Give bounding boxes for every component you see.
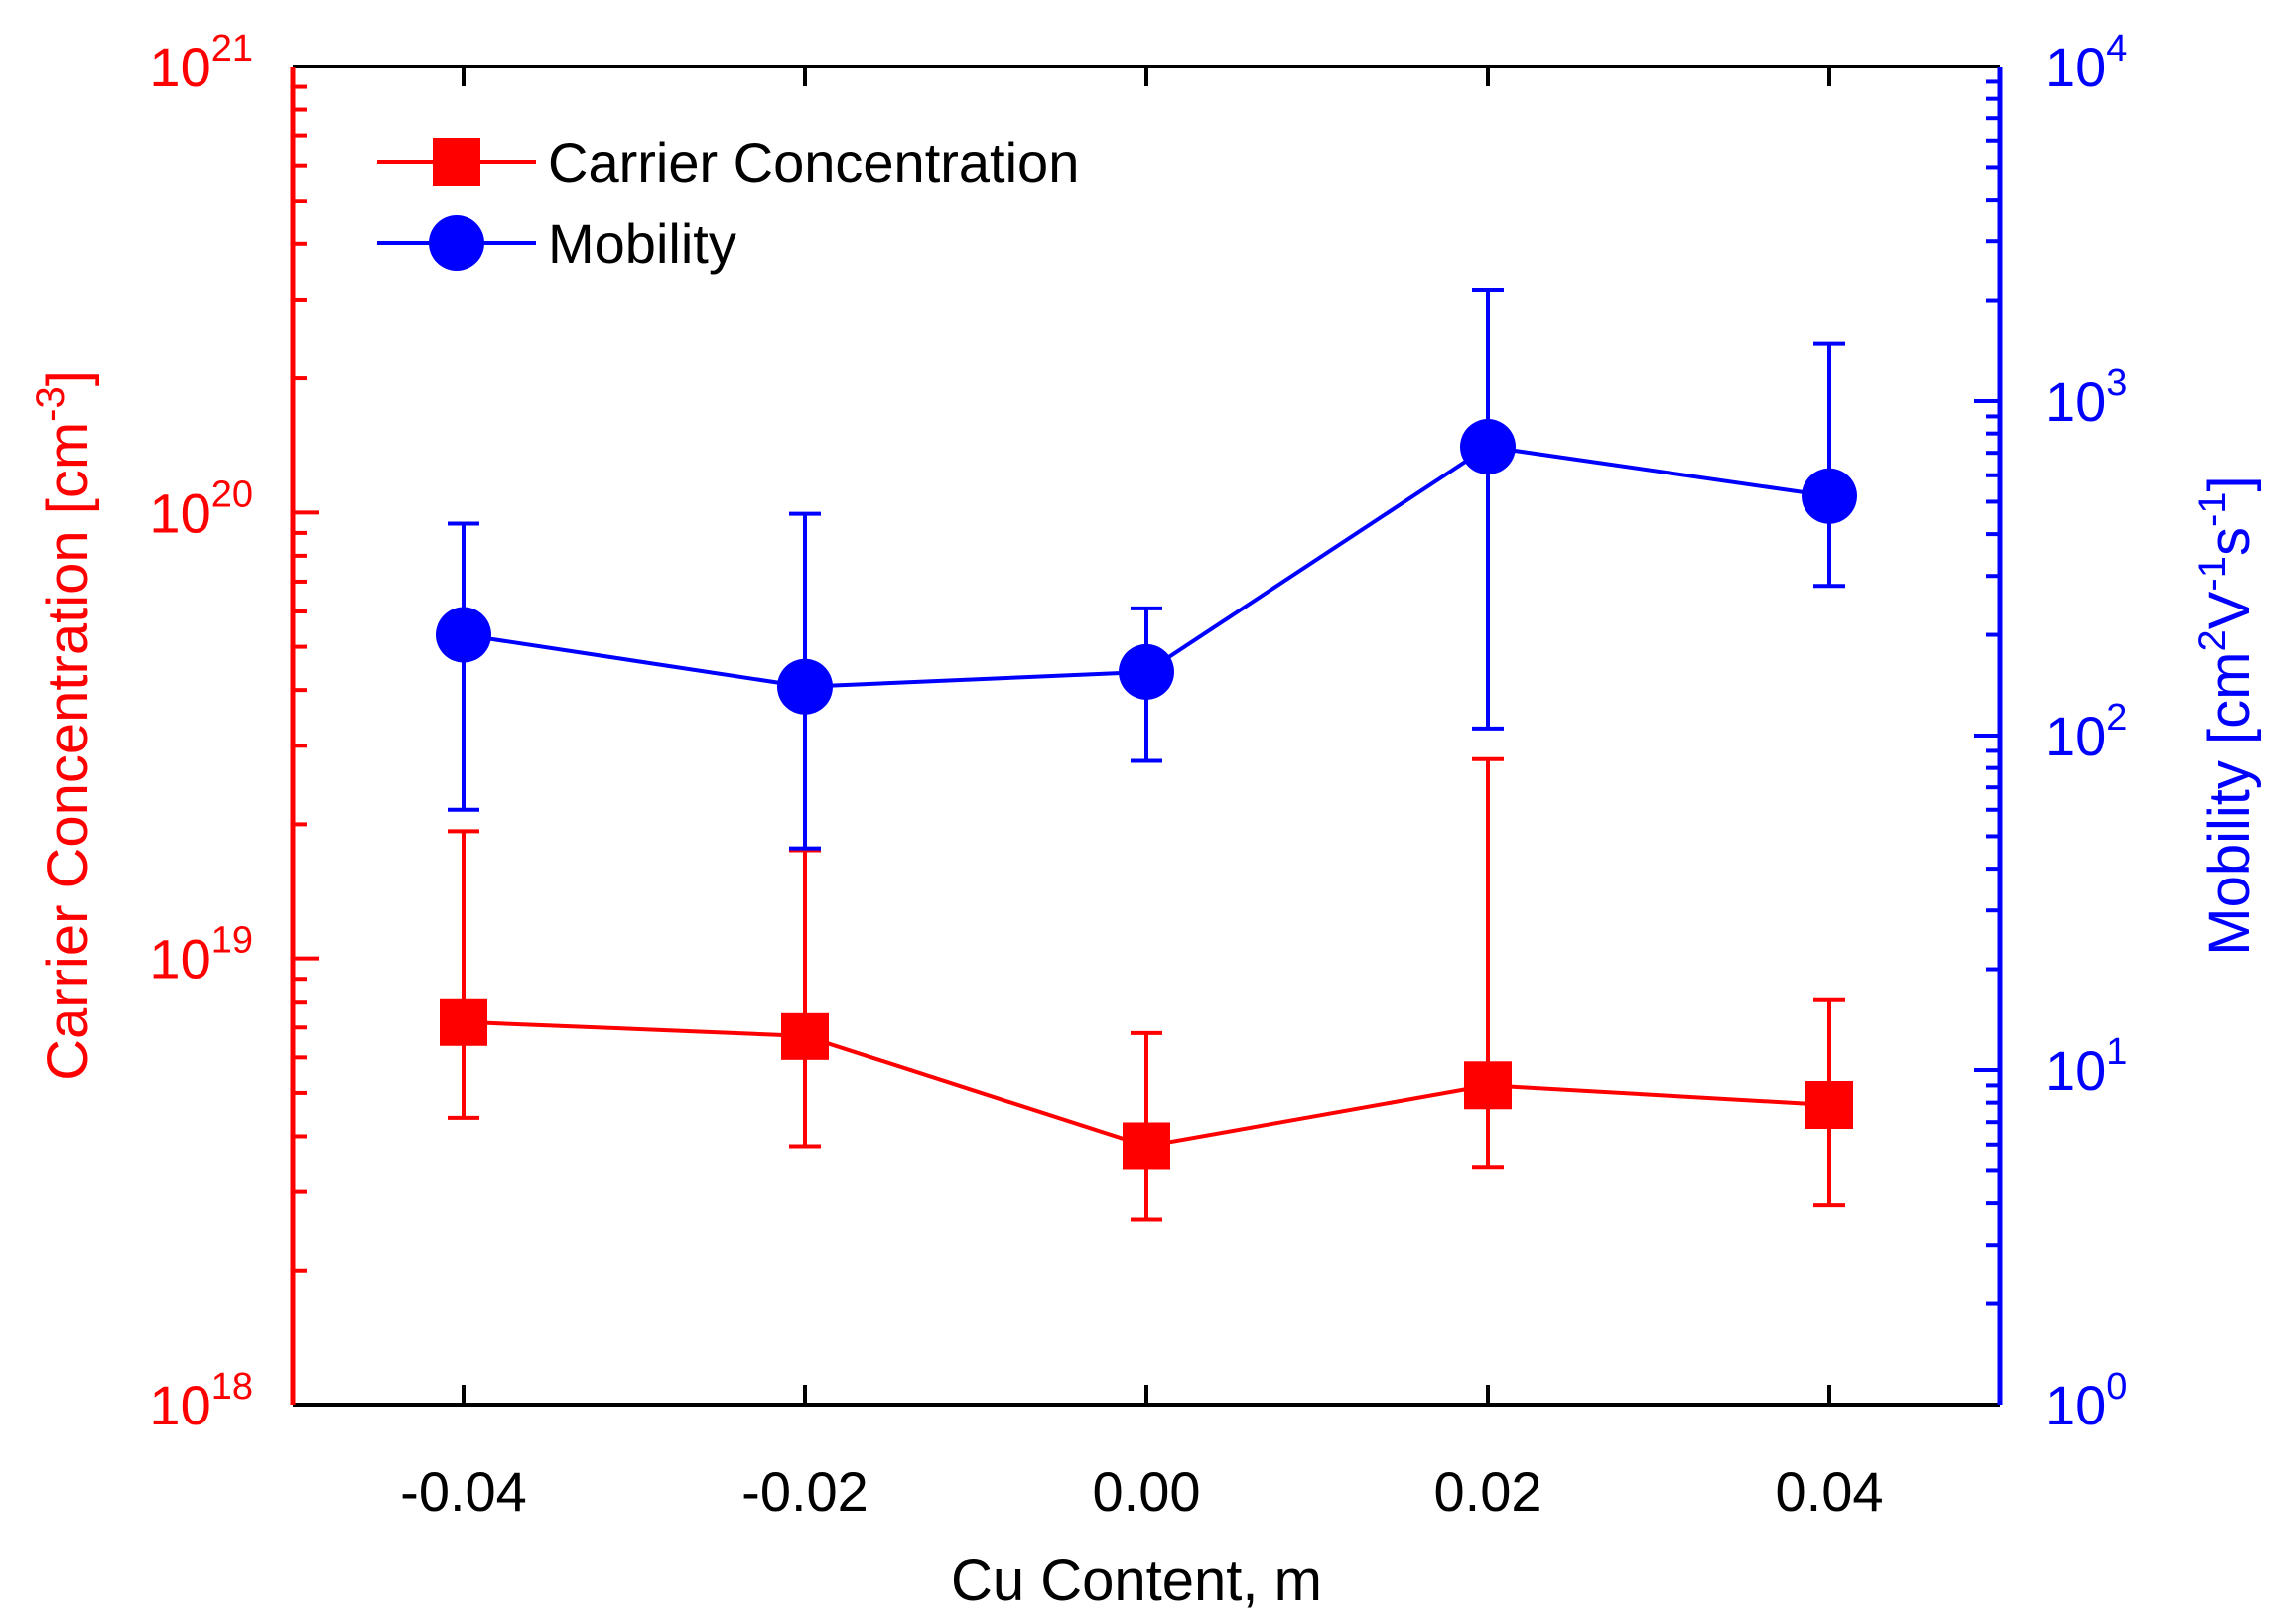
right-tick-label: 102	[2045, 697, 2127, 767]
left-axis-label-sup: -3	[29, 386, 72, 422]
data-point-square	[781, 1012, 829, 1060]
data-point-circle	[777, 658, 833, 715]
data-point-circle	[1802, 468, 1857, 524]
legend-item: Carrier Concentration	[377, 131, 1079, 194]
right-tick-label: 101	[2045, 1031, 2127, 1102]
left-tick-label: 1021	[149, 28, 253, 98]
right-tick-base: 10	[2045, 36, 2106, 98]
left-tick-label: 1020	[149, 474, 253, 544]
legend: Carrier Concentration Mobility	[377, 131, 1079, 275]
series-layer	[436, 287, 1857, 1222]
right-axis-label-text: ]	[2198, 475, 2262, 491]
left-tick-label: 1018	[149, 1366, 253, 1436]
axis-labels: -0.04 -0.02 0.00 0.02 0.04101810191020102110…	[29, 28, 2262, 1613]
legend-marker-circle	[429, 215, 484, 271]
right-tick-label: 103	[2045, 362, 2127, 433]
right-axis-label-text: Mobility [cm	[2198, 652, 2262, 956]
x-axis-label: Cu Content, m	[951, 1549, 1322, 1613]
right-tick-base: 10	[2045, 705, 2106, 767]
right-axis-label-text: s	[2198, 527, 2262, 556]
left-tick-exp: 20	[211, 474, 253, 515]
right-tick-base: 10	[2045, 1039, 2106, 1102]
x-tick-label: 0.04	[1776, 1460, 1884, 1523]
right-axis-label-sup: -1	[2191, 556, 2234, 592]
right-tick-exp: 4	[2106, 28, 2127, 69]
right-tick-label: 104	[2045, 28, 2127, 98]
data-point-circle	[436, 607, 491, 663]
left-axis-label: Carrier Concentration [cm-3]	[29, 370, 100, 1081]
left-tick-exp: 18	[211, 1366, 253, 1408]
data-point-square	[440, 998, 487, 1046]
legend-item: Mobility	[377, 212, 736, 275]
x-tick-label: 0.00	[1093, 1460, 1201, 1523]
left-axis-label-end: ]	[36, 370, 100, 386]
left-tick-label: 1019	[149, 920, 253, 991]
data-point-square	[1123, 1122, 1170, 1170]
left-tick-base: 10	[149, 481, 210, 544]
data-point-square	[1805, 1081, 1853, 1130]
right-tick-exp: 2	[2106, 697, 2127, 739]
left-tick-base: 10	[149, 1374, 210, 1436]
plot-frame	[290, 65, 2003, 1407]
right-tick-exp: 0	[2106, 1366, 2127, 1408]
data-point-circle	[1460, 419, 1516, 475]
series-mobility	[436, 287, 1857, 851]
right-tick-exp: 1	[2106, 1031, 2127, 1073]
right-tick-label: 100	[2045, 1366, 2127, 1436]
x-tick-label: -0.04	[400, 1460, 527, 1523]
left-tick-base: 10	[149, 928, 210, 991]
left-axis-label-text: Carrier Concentration [cm	[36, 422, 100, 1081]
x-tick-label: 0.02	[1434, 1460, 1542, 1523]
right-tick-base: 10	[2045, 370, 2106, 433]
legend-label: Carrier Concentration	[548, 131, 1079, 194]
right-axis-label-sup: 2	[2191, 629, 2234, 651]
right-tick-base: 10	[2045, 1374, 2106, 1436]
x-tick-label: -0.02	[741, 1460, 869, 1523]
data-point-square	[1464, 1061, 1512, 1110]
right-axis-label-text: V	[2198, 591, 2262, 629]
legend-marker-square	[433, 138, 480, 186]
legend-label: Mobility	[548, 212, 736, 275]
left-tick-exp: 21	[211, 28, 253, 69]
data-point-circle	[1119, 643, 1174, 700]
right-tick-exp: 3	[2106, 362, 2127, 404]
series-carrier-concentration	[440, 756, 1853, 1222]
right-axis-label: Mobility [cm2V-1s-1]	[2191, 475, 2262, 955]
right-axis-label-sup: -1	[2191, 491, 2234, 527]
left-tick-base: 10	[149, 36, 210, 98]
left-tick-exp: 19	[211, 920, 253, 962]
